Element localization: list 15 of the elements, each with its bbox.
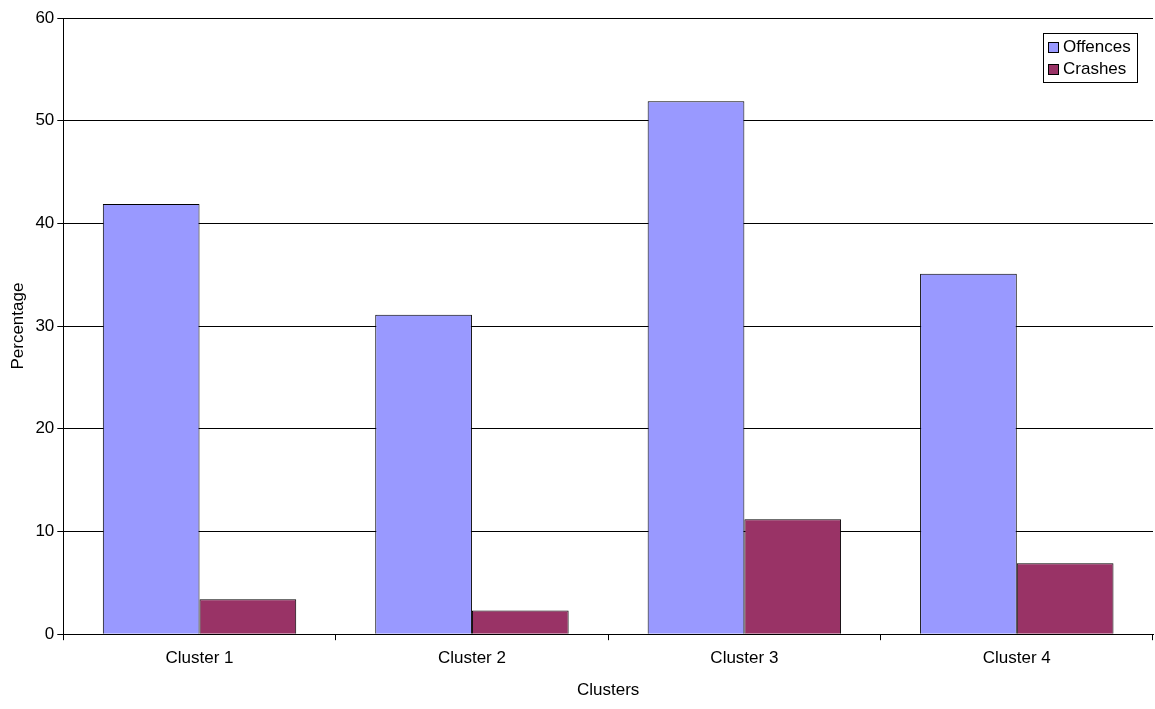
y-tick-label: 50 (35, 110, 55, 130)
x-tick-label: Cluster 1 (165, 648, 234, 668)
legend-label: Offences (1063, 36, 1131, 58)
x-tick-label: Cluster 2 (437, 648, 506, 668)
y-tick-label: 30 (35, 315, 55, 335)
legend-label: Crashes (1063, 58, 1127, 80)
y-tick-label: 10 (35, 521, 55, 541)
x-tick-label: Cluster 3 (710, 648, 779, 668)
x-tick-label: Cluster 4 (982, 648, 1051, 668)
y-tick-label: 60 (35, 7, 55, 27)
y-tick-label: 20 (35, 418, 55, 438)
x-axis-title: Clusters (576, 680, 640, 700)
y-tick-label: 40 (35, 213, 55, 233)
y-axis-title: Percentage (7, 282, 27, 370)
y-tick-label: 0 (44, 623, 55, 643)
